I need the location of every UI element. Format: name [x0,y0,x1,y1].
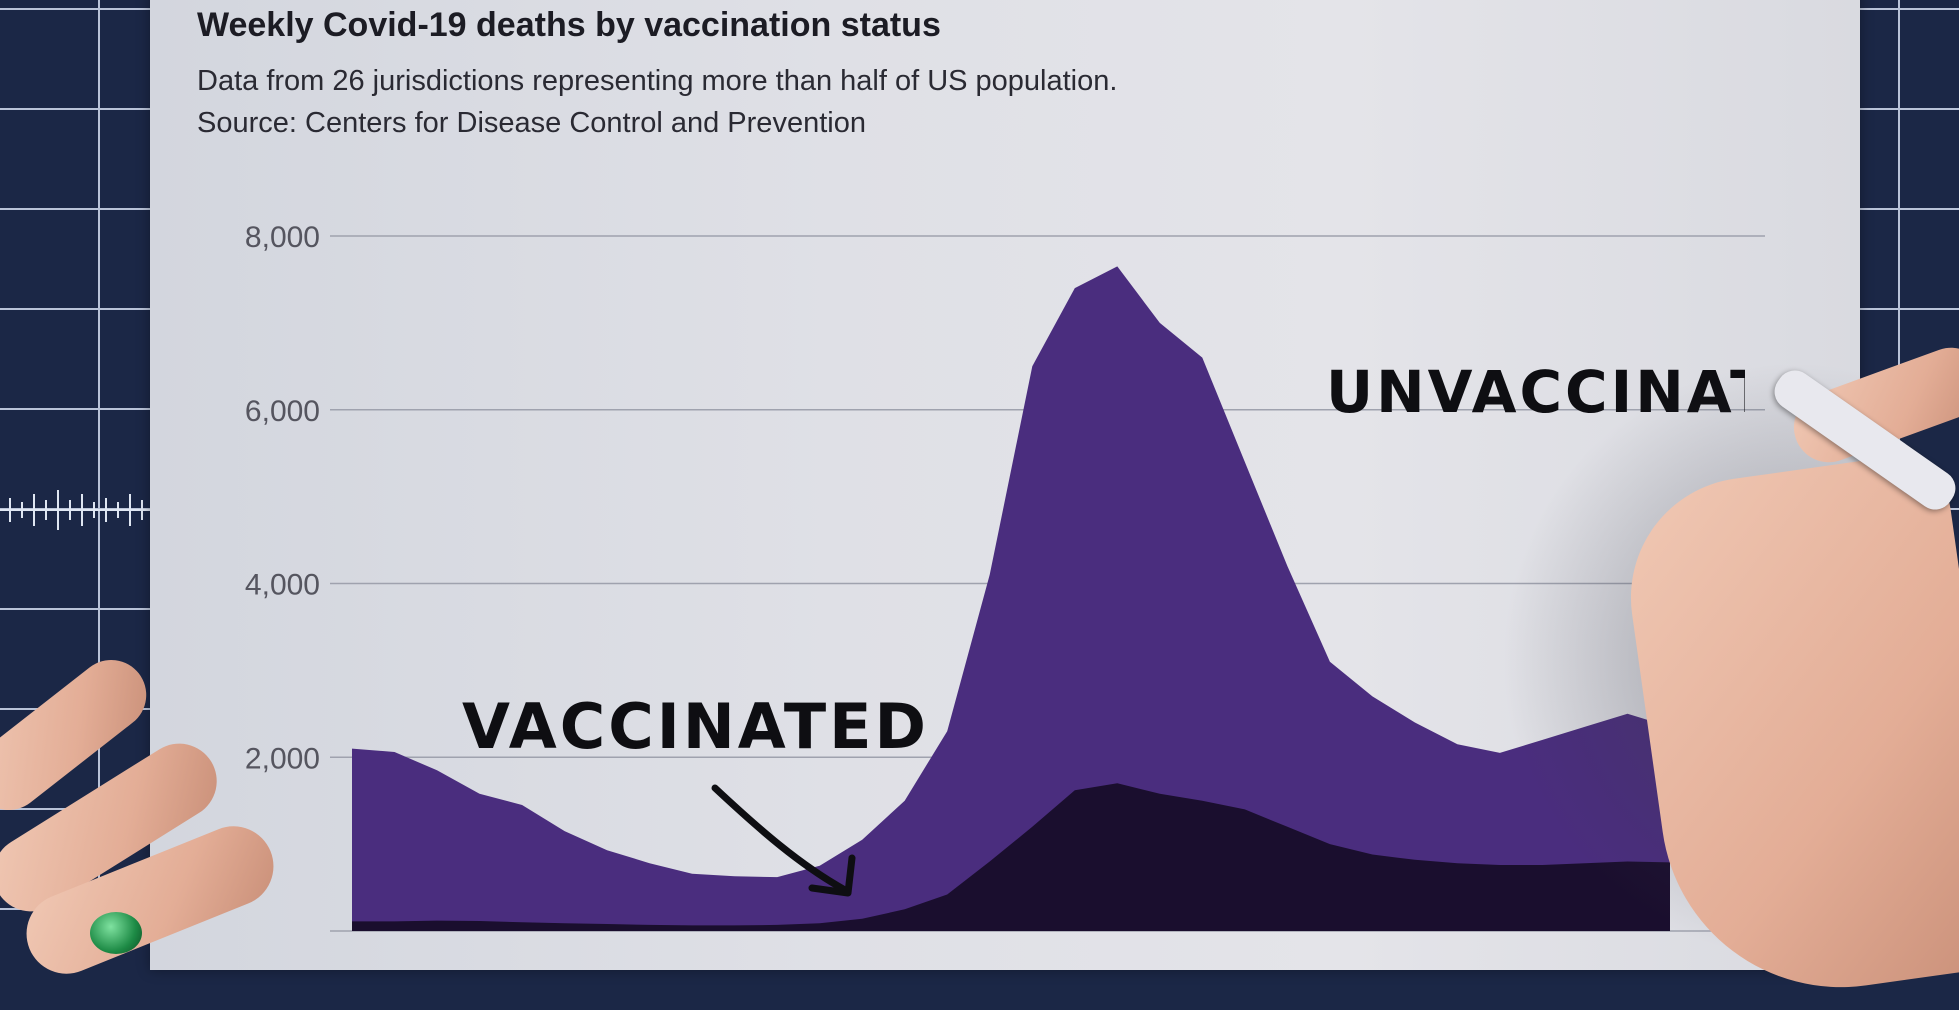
y-tick-labels: 2,000 4,000 6,000 8,000 [245,221,320,775]
subtitle-line-2: Source: Centers for Disease Control and … [197,107,866,139]
green-ring [90,912,142,954]
subtitle-line-1: Data from 26 jurisdictions representing … [197,65,1118,97]
annotation-arrowhead [808,854,856,897]
ruler-ticks [0,490,150,530]
chart-title: Weekly Covid-19 deaths by vaccination st… [197,6,941,44]
y-tick-label: 4,000 [245,569,320,602]
series-area-total [352,266,1670,931]
y-tick-label: 2,000 [245,742,320,775]
annotation-arrow [711,784,849,894]
annotation-vaccinated-label: VACCINATED [462,690,929,763]
y-tick-label: 8,000 [245,221,320,254]
annotation-unvaccinated-label: UNVACCINATED [1326,358,1866,426]
chart-subtitle: Data from 26 jurisdictions representing … [197,60,1117,144]
series-areas [352,266,1670,931]
area-chart: 2,000 4,000 6,000 8,000 VACCINATED UNVACCIN… [245,221,1866,932]
series-area-vaccinated [352,783,1670,931]
vaccinated-annotation: VACCINATED [462,690,929,897]
y-tick-label: 6,000 [245,395,320,428]
